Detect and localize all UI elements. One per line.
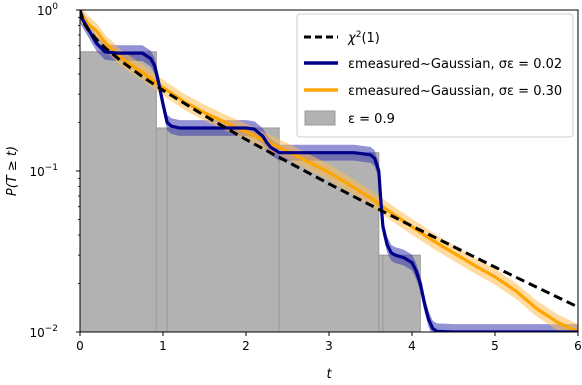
plot-area [80, 10, 578, 332]
y-axis: 10−2 10−1 100 [29, 2, 80, 340]
x-tick-label: 3 [325, 339, 333, 353]
x-axis-label: t [326, 367, 332, 382]
series-line-chi2 [80, 10, 578, 309]
x-tick-label: 0 [76, 339, 84, 353]
legend-label-gaussian-030: εmeasured~Gaussian, σε = 0.30 [348, 84, 562, 99]
histogram-bar [80, 51, 157, 332]
legend-swatch-histogram [304, 110, 336, 126]
y-tick-label: 10−2 [29, 324, 58, 340]
legend-label-histogram: ε = 0.9 [348, 112, 395, 127]
series-line-g030 [80, 12, 578, 332]
x-axis: 0 1 2 3 4 5 6 [76, 332, 582, 353]
series-line-g002 [80, 13, 578, 332]
histogram-bar [166, 127, 280, 332]
x-tick-label: 2 [242, 339, 250, 353]
y-tick-label: 100 [37, 2, 58, 18]
legend-box [296, 13, 574, 138]
y-tick-label: 10−1 [29, 163, 58, 179]
x-tick-label: 6 [574, 339, 582, 353]
legend: χ2(1) εmeasured~Gaussian, σε = 0.02 εmea… [296, 13, 574, 138]
histogram-bar [155, 127, 168, 332]
legend-label-chi2: χ2(1) [347, 30, 380, 46]
x-tick-label: 4 [408, 339, 416, 353]
histogram-bar [378, 254, 384, 332]
x-tick-label: 5 [491, 339, 499, 353]
legend-label-gaussian-002: εmeasured~Gaussian, σε = 0.02 [348, 57, 562, 72]
x-tick-label: 1 [159, 339, 167, 353]
line-layer [80, 10, 578, 332]
y-axis-label: P(T ≥ t) [5, 146, 20, 196]
